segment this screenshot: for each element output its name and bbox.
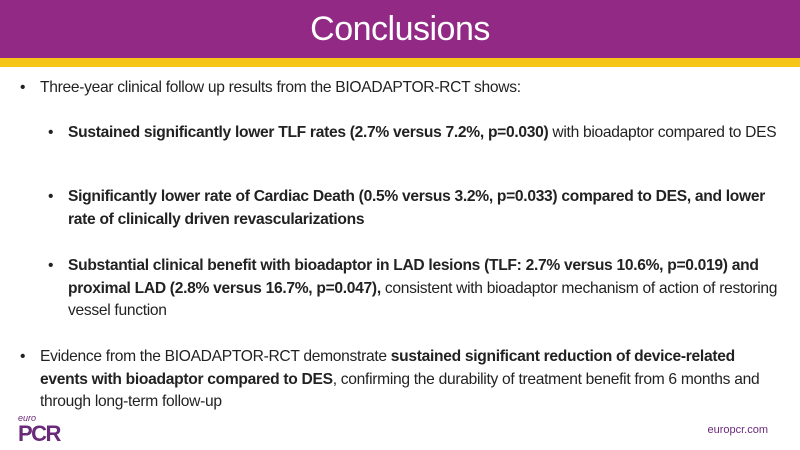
bullet-text: , confirming the durability of treatment… [40, 370, 760, 411]
bullet-bold-text: Significantly lower rate of Cardiac Deat… [68, 188, 765, 228]
bullet-icon: • [48, 257, 54, 274]
bullet-text: Evidence from the BIOADAPTOR-RCT demonst… [40, 348, 391, 365]
bullet-icon: • [20, 348, 26, 365]
accent-band [0, 58, 800, 67]
bullet-icon: • [20, 79, 26, 96]
bullet-text: with bioadaptor compared to DES [548, 124, 777, 141]
bullet-main-2: • Evidence from the BIOADAPTOR-RCT demon… [20, 346, 785, 414]
bullet-bold-text: Sustained significantly lower TLF rates … [68, 124, 549, 141]
bullet-sub-2: • Significantly lower rate of Cardiac De… [48, 186, 793, 231]
bullet-icon: • [48, 124, 54, 141]
logo-big-text: PCR [18, 421, 61, 446]
bullet-main-1: • Three-year clinical follow up results … [20, 77, 785, 100]
bullet-bold-text: sustained significant reduction of devic… [40, 348, 735, 388]
bullet-sub-1: • Sustained significantly lower TLF rate… [48, 122, 793, 145]
logo-small-text: euro [18, 413, 37, 423]
bullet-icon: • [48, 188, 54, 205]
title-bar: Conclusions [0, 0, 800, 58]
bullet-text: consistent with bioadaptor mechanism of … [68, 279, 778, 320]
bullet-text: Three-year clinical follow up results fr… [40, 79, 521, 96]
footer-url: europcr.com [707, 424, 768, 436]
slide-title: Conclusions [310, 9, 490, 48]
bullet-bold-text: Substantial clinical benefit with bioada… [68, 257, 759, 297]
bullet-sub-3: • Substantial clinical benefit with bioa… [48, 255, 793, 323]
